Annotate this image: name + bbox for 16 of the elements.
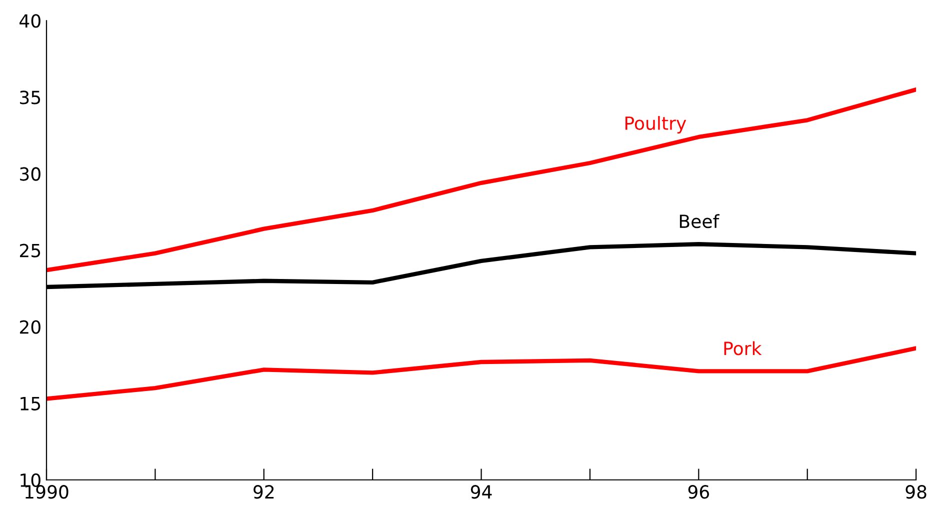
y-tick-label: 30 xyxy=(20,167,40,181)
x-tick-label: 96 xyxy=(688,485,710,499)
y-tick-label: 15 xyxy=(20,397,40,410)
y-tick-label: 40 xyxy=(20,14,40,28)
x-tick-label: 98 xyxy=(906,485,926,499)
y-tick-label: 10 xyxy=(20,473,40,487)
x-tick-label: 1990 xyxy=(26,485,68,499)
series-label: Pork xyxy=(724,341,762,356)
series-label: Poultry xyxy=(625,116,686,134)
x-tick-label: 94 xyxy=(470,485,492,499)
y-tick-label: 35 xyxy=(20,90,40,104)
y-tick-label: 20 xyxy=(20,320,40,334)
series-label: Beef xyxy=(680,214,720,228)
y-tick-label: 25 xyxy=(20,244,40,258)
line-series xyxy=(46,87,916,272)
x-tick-label: 92 xyxy=(254,485,274,499)
